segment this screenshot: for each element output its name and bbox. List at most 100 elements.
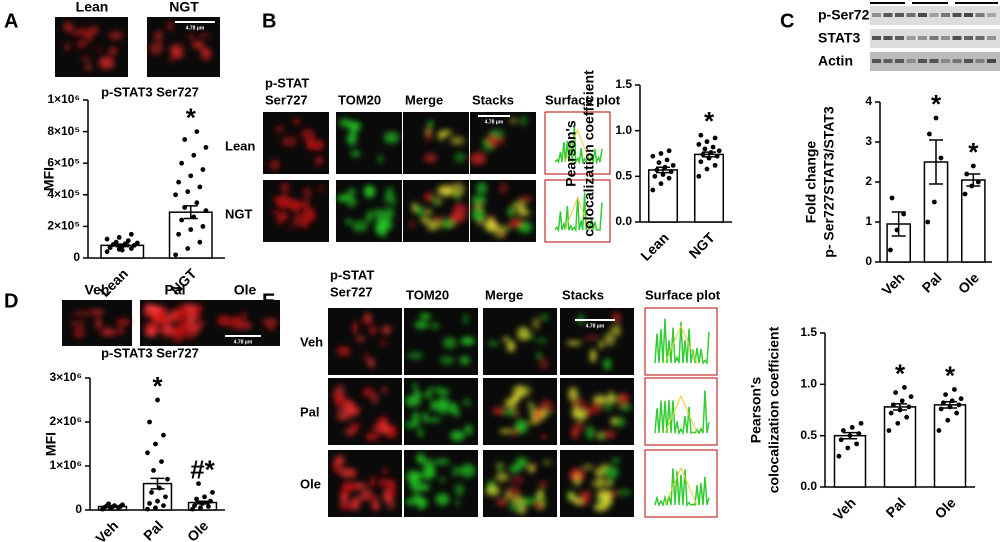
- signal-blob: [383, 131, 400, 144]
- data-point: [128, 246, 134, 251]
- data-point: [847, 433, 853, 439]
- blot-strip: [870, 6, 1000, 25]
- signal-blob: [73, 327, 85, 339]
- x-tick-label: Veh: [878, 269, 907, 298]
- data-point: [120, 502, 125, 508]
- signal-blob: [545, 410, 552, 415]
- signal-blob: [471, 195, 487, 205]
- data-point: [662, 164, 668, 170]
- data-point: [210, 490, 215, 495]
- data-point: [708, 150, 714, 155]
- surface-peaks: [664, 394, 698, 434]
- signal-blob: [365, 432, 380, 441]
- y-tick-label: 1×10⁶: [47, 92, 80, 106]
- blot-band: [987, 36, 996, 40]
- data-point: [945, 417, 951, 423]
- signal-blob: [509, 465, 521, 473]
- signal-blob: [280, 182, 290, 194]
- blot-band: [895, 36, 904, 40]
- blot-band: [895, 59, 904, 63]
- data-point: [962, 191, 968, 197]
- row-label: Ole: [300, 476, 321, 491]
- signal-blob: [346, 399, 353, 405]
- signal-blob: [275, 195, 292, 210]
- blot-band: [987, 13, 996, 17]
- signal-blob: [294, 201, 307, 207]
- micrograph-signal: [471, 182, 534, 239]
- micrograph-signal: [338, 118, 400, 164]
- data-point: [208, 498, 213, 504]
- signal-blob: [492, 407, 504, 415]
- panel-label: B: [262, 10, 276, 32]
- column-header: Merge: [485, 287, 523, 302]
- scale-bar-label: 4.78 μm: [234, 339, 253, 345]
- y-tick-label: 1.5: [800, 325, 817, 339]
- signal-blob: [184, 333, 197, 338]
- data-point: [153, 441, 158, 447]
- data-point: [706, 155, 712, 161]
- signal-blob: [437, 185, 452, 197]
- signal-blob: [516, 326, 530, 341]
- y-tick-label: 1: [865, 214, 872, 228]
- signal-blob: [540, 314, 549, 321]
- signal-blob: [424, 192, 433, 202]
- signal-blob: [540, 358, 548, 371]
- row-label: Pal: [300, 404, 320, 419]
- signal-blob: [427, 120, 434, 128]
- signal-blob: [499, 428, 513, 434]
- signal-blob: [369, 475, 375, 489]
- surface-peaks: [554, 192, 603, 233]
- bar: [693, 153, 725, 223]
- signal-blob: [454, 409, 460, 417]
- data-point: [173, 252, 178, 258]
- data-point: [190, 506, 195, 512]
- data-point: [185, 189, 191, 195]
- data-point: [670, 162, 676, 168]
- y-tick-label: 3: [865, 134, 872, 148]
- significance-label: #*: [190, 454, 215, 484]
- data-point: [888, 410, 894, 416]
- signal-blob: [605, 480, 612, 487]
- row-label: Lean: [225, 138, 255, 153]
- data-point: [890, 402, 896, 408]
- signal-blob: [266, 323, 276, 332]
- signal-blob: [602, 430, 617, 439]
- blot-band: [895, 13, 904, 17]
- data-point: [658, 181, 664, 187]
- micrograph-signal: [568, 387, 632, 441]
- x-tick-label: Pal: [883, 494, 909, 520]
- x-tick-label: Lean: [637, 229, 671, 263]
- data-point: [840, 428, 846, 433]
- data-point: [704, 139, 710, 145]
- signal-blob: [409, 220, 414, 229]
- signal-blob: [345, 134, 353, 143]
- y-tick-label: 4: [865, 94, 872, 108]
- blot-label: p-Ser727: [818, 7, 877, 23]
- signal-blob: [417, 499, 429, 507]
- data-point: [894, 227, 900, 233]
- data-point: [654, 167, 660, 173]
- data-point: [153, 505, 158, 511]
- micrograph-signal: [216, 310, 278, 332]
- blot-band: [883, 36, 893, 40]
- signal-blob: [420, 217, 431, 223]
- signal-blob: [610, 325, 616, 334]
- column-header: p-STAT: [265, 75, 309, 90]
- signal-blob: [511, 427, 518, 437]
- data-point: [194, 496, 199, 502]
- data-point: [964, 171, 970, 177]
- data-point: [947, 404, 953, 410]
- signal-blob: [302, 186, 313, 199]
- data-point: [116, 235, 122, 240]
- signal-blob: [537, 489, 544, 498]
- data-point: [185, 246, 191, 251]
- row-label: NGT: [225, 206, 253, 221]
- signal-blob: [356, 336, 365, 342]
- signal-blob: [387, 498, 395, 511]
- signal-blob: [314, 156, 324, 166]
- signal-blob: [596, 497, 601, 505]
- error-bar: [929, 139, 943, 185]
- data-point: [145, 506, 150, 512]
- signal-blob: [155, 31, 163, 36]
- signal-blob: [281, 136, 298, 147]
